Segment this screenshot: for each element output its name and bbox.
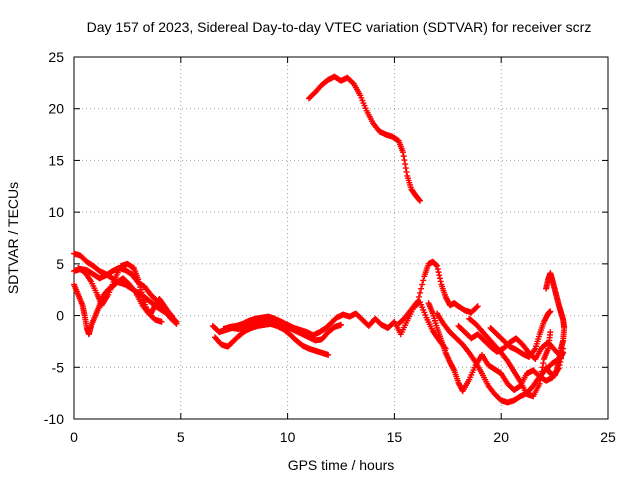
data-point bbox=[543, 364, 550, 371]
data-point bbox=[172, 319, 179, 326]
y-tick-label: -5 bbox=[52, 359, 65, 375]
x-tick-label: 15 bbox=[387, 429, 403, 445]
data-point bbox=[402, 161, 409, 168]
data-point bbox=[436, 272, 443, 279]
data-point bbox=[540, 360, 547, 367]
x-tick-label: 5 bbox=[177, 429, 185, 445]
data-point bbox=[434, 266, 441, 273]
series-arc-6 bbox=[211, 320, 332, 358]
y-axis-label: SDTVAR / TECUs bbox=[5, 182, 21, 294]
data-point bbox=[547, 308, 554, 315]
series-arc-3 bbox=[75, 260, 176, 320]
plot-frame bbox=[73, 56, 609, 420]
data-point bbox=[547, 329, 554, 336]
y-tick-label: 20 bbox=[48, 101, 64, 117]
data-point bbox=[415, 293, 422, 300]
data-point bbox=[173, 320, 180, 327]
data-point bbox=[436, 275, 443, 282]
data-point bbox=[536, 380, 543, 387]
data-point bbox=[435, 269, 442, 276]
data-point bbox=[543, 365, 550, 372]
data-point bbox=[168, 312, 175, 319]
series-arc-11 bbox=[425, 300, 567, 395]
y-tick-label: -10 bbox=[44, 411, 64, 427]
y-tick-label: 5 bbox=[56, 256, 64, 272]
data-point bbox=[434, 262, 441, 269]
data-point bbox=[416, 196, 423, 203]
series-arc-7 bbox=[220, 313, 336, 339]
data-point bbox=[537, 376, 544, 383]
chart-title: Day 157 of 2023, Sidereal Day-to-day VTE… bbox=[87, 19, 592, 35]
data-point bbox=[437, 278, 444, 285]
y-tick-label: 25 bbox=[48, 49, 64, 65]
data-point bbox=[420, 277, 427, 284]
data-point bbox=[400, 153, 407, 160]
series-arc-10 bbox=[395, 258, 481, 327]
data-point bbox=[158, 318, 165, 325]
data-points bbox=[71, 73, 568, 406]
data-point bbox=[419, 281, 426, 288]
data-point bbox=[538, 372, 545, 379]
data-point bbox=[399, 149, 406, 156]
data-point bbox=[473, 304, 480, 311]
y-tick-label: 15 bbox=[48, 152, 64, 168]
series-arc-4 bbox=[71, 275, 165, 338]
y-tick-label: 0 bbox=[56, 308, 64, 324]
data-point bbox=[538, 368, 545, 375]
x-tick-label: 25 bbox=[600, 429, 616, 445]
y-tick-label: 10 bbox=[48, 204, 64, 220]
series-arc-15 bbox=[487, 308, 554, 360]
data-point bbox=[325, 351, 332, 358]
data-point bbox=[418, 285, 425, 292]
grid-lines bbox=[74, 57, 608, 419]
data-point bbox=[169, 313, 176, 320]
data-point bbox=[401, 157, 408, 164]
data-point bbox=[402, 165, 409, 172]
data-point bbox=[417, 197, 424, 204]
x-tick-label: 10 bbox=[280, 429, 296, 445]
series-arc-8 bbox=[305, 73, 424, 204]
x-tick-label: 0 bbox=[70, 429, 78, 445]
y-axis-ticks: -10 -5 0 5 10 15 20 25 bbox=[44, 49, 608, 427]
x-tick-label: 20 bbox=[493, 429, 509, 445]
data-point bbox=[417, 289, 424, 296]
data-point bbox=[414, 298, 421, 305]
series-arc-16 bbox=[543, 270, 568, 379]
x-axis-label: GPS time / hours bbox=[288, 457, 395, 473]
data-point bbox=[474, 303, 481, 310]
data-point bbox=[403, 168, 410, 175]
series-arc-14 bbox=[466, 315, 554, 400]
data-point bbox=[338, 321, 344, 328]
